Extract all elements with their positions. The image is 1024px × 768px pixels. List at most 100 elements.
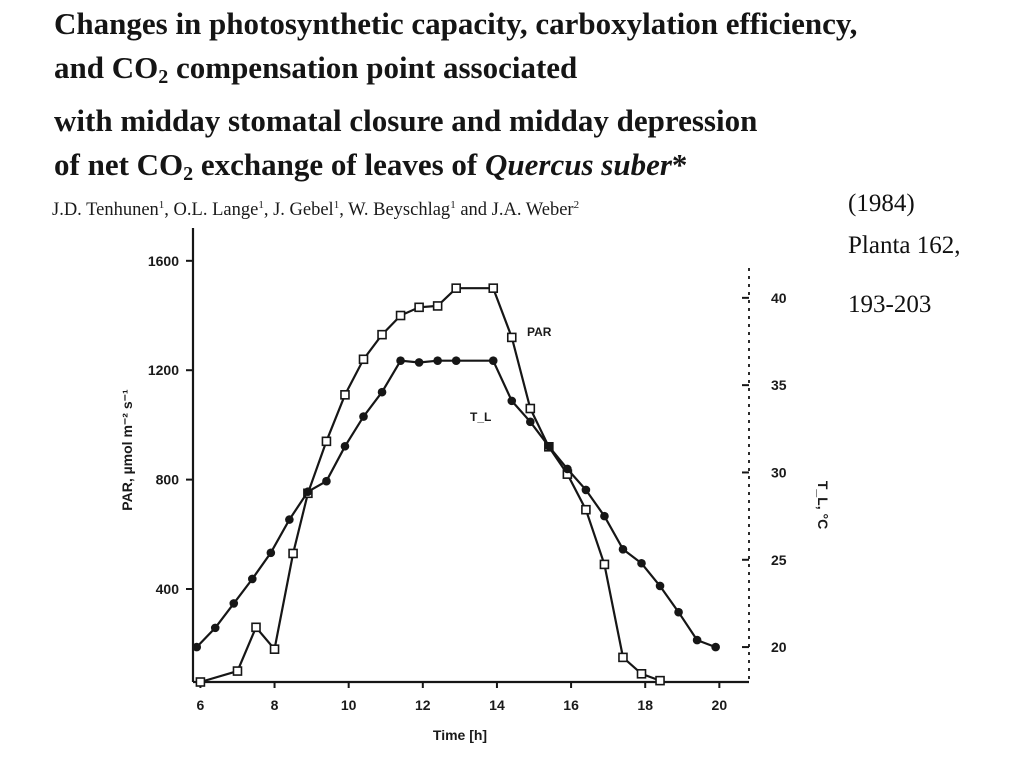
par-point [636, 668, 647, 679]
leaf-temperature-point [488, 356, 498, 366]
par-point [377, 329, 387, 340]
par-point [251, 622, 261, 633]
par-point [525, 403, 536, 414]
author-affiliation: 1 [258, 199, 264, 211]
leaf-temperature-point [322, 476, 331, 486]
leaf-temperature-point [507, 396, 517, 406]
y2-tick-label: 20 [771, 639, 787, 655]
title-line-2-subscript: 2 [158, 65, 169, 88]
leaf-temperature-point [563, 464, 572, 474]
par-point [340, 390, 350, 400]
leaf-temperature-point [600, 511, 609, 521]
leaf-temperature-point [692, 635, 702, 645]
leaf-temperature-point [544, 441, 554, 451]
title-line-4: of net CO2 exchange of leaves of Quercus… [54, 143, 1019, 197]
title-line-3: with midday stomatal closure and midday … [54, 103, 758, 138]
leaf-temperature-point [526, 417, 535, 427]
y-tick-label: 800 [156, 472, 180, 488]
author-name: J.A. Weber [491, 200, 574, 220]
title-line-4-mid: exchange of leaves of [193, 146, 486, 182]
author-affiliation: 1 [333, 199, 340, 211]
par-point [232, 666, 243, 676]
par-point [599, 559, 610, 570]
leaf-temperature-point [396, 356, 405, 366]
leaf-temperature-point [711, 642, 720, 652]
par-point [414, 302, 424, 313]
citation-year: (1984) [848, 190, 915, 217]
author-separator: , [263, 200, 274, 220]
par-point [581, 504, 591, 515]
x-tick-label: 16 [563, 697, 579, 713]
leaf-temperature-point [377, 387, 387, 397]
leaf-temperature-point [359, 412, 368, 421]
par-series-label: PAR [527, 325, 552, 339]
author-separator: , [164, 200, 174, 220]
title-line-2: and CO2 compensation point associated [54, 46, 1019, 100]
citation-journal: Planta 162, [848, 232, 961, 259]
par-point [269, 644, 280, 654]
par-point [488, 283, 499, 293]
y2-axis-label: T_L, °C [815, 481, 831, 529]
leaf-temperature-point [340, 441, 350, 451]
y-tick-label: 400 [156, 581, 180, 597]
y-axis-label: PAR, µmol m⁻² s⁻¹ [119, 389, 135, 511]
par-point [451, 283, 461, 293]
leaf-temperature-point [637, 558, 646, 568]
author-list: J.D. Tenhunen1, O.L. Lange1, J. Gebel1, … [52, 199, 579, 221]
slide-title: Changes in photosynthetic capacity, carb… [54, 2, 1019, 196]
leaf-temperature-point [674, 607, 683, 617]
title-line-4-subscript: 2 [183, 162, 194, 185]
leaf-temperature-point [433, 356, 442, 366]
x-tick-label: 20 [712, 697, 728, 713]
author-affiliation: 1 [158, 199, 165, 211]
author-name: J.D. Tenhunen [52, 200, 159, 220]
x-tick-label: 8 [271, 697, 279, 713]
title-line-2-post: compensation point associated [168, 49, 578, 85]
x-tick-label: 14 [489, 697, 505, 713]
title-line-4-pre: of net CO [54, 146, 184, 182]
author-name: O.L. Lange [173, 200, 259, 220]
par-point [195, 677, 206, 687]
leaf-temperature-point [303, 487, 313, 496]
y2-tick-label: 35 [771, 377, 787, 393]
series-line-par [200, 287, 661, 684]
x-axis-label: Time [h] [433, 727, 487, 743]
series-line-leaf-temperature [195, 359, 716, 649]
y2-tick-label: 25 [771, 552, 787, 568]
author-name: J. Gebel [273, 200, 334, 220]
author-name: W. Beyschlag [348, 200, 451, 220]
leaf-temperature-point [248, 574, 257, 584]
par-point [395, 310, 406, 321]
leaf-temperature-point [192, 642, 202, 652]
y2-tick-label: 30 [771, 464, 787, 480]
title-line-4-post: * [671, 146, 688, 182]
leaf-temperature-series-label: T_L [470, 410, 491, 424]
par-point [506, 332, 517, 343]
leaf-temperature-point [414, 358, 424, 367]
leaf-temperature-point [285, 515, 294, 524]
citation-pages: 193-203 [848, 291, 932, 318]
par-point [321, 436, 332, 447]
y2-tick-label: 40 [771, 290, 787, 306]
x-tick-label: 6 [197, 697, 205, 713]
author-affiliation: 1 [450, 199, 456, 211]
title-line-1: Changes in photosynthetic capacity, carb… [54, 6, 858, 41]
y-tick-label: 1600 [148, 253, 179, 269]
author-affiliation: 2 [573, 199, 580, 211]
par-point [432, 301, 443, 311]
leaf-temperature-point [266, 548, 276, 558]
leaf-temperature-point [210, 623, 220, 633]
x-tick-label: 12 [415, 697, 431, 713]
par-point [288, 548, 298, 559]
leaf-temperature-point [655, 581, 665, 591]
par-point [618, 652, 628, 663]
title-line-2-pre: and CO [54, 49, 159, 85]
y-tick-label: 1200 [148, 362, 179, 378]
leaf-temperature-point [229, 599, 239, 608]
leaf-temperature-point [618, 544, 628, 554]
x-tick-label: 18 [637, 697, 653, 713]
x-tick-label: 10 [341, 697, 357, 713]
leaf-temperature-point [581, 485, 591, 495]
author-separator: , [339, 200, 349, 220]
